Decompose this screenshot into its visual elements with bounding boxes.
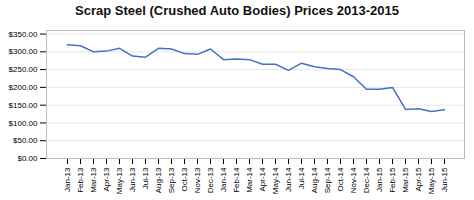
svg-text:May-13: May-13 — [115, 167, 124, 194]
svg-text:Apr-13: Apr-13 — [102, 167, 111, 192]
svg-text:May-15: May-15 — [427, 167, 436, 194]
svg-text:May-14: May-14 — [271, 167, 280, 194]
svg-text:Jun-15: Jun-15 — [440, 167, 449, 192]
svg-text:Mar-15: Mar-15 — [401, 167, 410, 193]
svg-text:Jan-15: Jan-15 — [375, 167, 384, 192]
svg-text:$100.00: $100.00 — [9, 119, 38, 128]
svg-text:Jul-13: Jul-13 — [141, 167, 150, 189]
svg-text:Jun-13: Jun-13 — [128, 167, 137, 192]
svg-text:Jul-14: Jul-14 — [297, 167, 306, 189]
svg-text:$350.00: $350.00 — [9, 30, 38, 39]
svg-text:Feb-14: Feb-14 — [232, 167, 241, 193]
svg-text:Jun-14: Jun-14 — [284, 167, 293, 192]
svg-text:Dec-14: Dec-14 — [362, 167, 371, 193]
svg-text:$50.00: $50.00 — [13, 136, 38, 145]
svg-text:Jan-14: Jan-14 — [219, 167, 228, 192]
svg-text:Oct-13: Oct-13 — [180, 167, 189, 192]
svg-text:Dec-13: Dec-13 — [206, 167, 215, 193]
svg-text:Feb-15: Feb-15 — [388, 167, 397, 193]
svg-text:Apr-14: Apr-14 — [258, 167, 267, 192]
svg-text:$300.00: $300.00 — [9, 47, 38, 56]
svg-text:Jan-13: Jan-13 — [63, 167, 72, 192]
svg-text:$0.00: $0.00 — [17, 154, 38, 163]
html-text:Scrap Steel (Crushed Auto Bodi: Scrap Steel (Crushed Auto Bodies) Prices… — [75, 3, 399, 18]
svg-text:Feb-13: Feb-13 — [76, 167, 85, 193]
svg-text:$200.00: $200.00 — [9, 83, 38, 92]
svg-text:$150.00: $150.00 — [9, 101, 38, 110]
svg-text:Aug-14: Aug-14 — [310, 167, 319, 193]
svg-text:$250.00: $250.00 — [9, 65, 38, 74]
svg-text:Oct-14: Oct-14 — [336, 167, 345, 192]
svg-text:Mar-14: Mar-14 — [245, 167, 254, 193]
svg-text:Nov-14: Nov-14 — [349, 167, 358, 193]
svg-text:Mar-13: Mar-13 — [89, 167, 98, 193]
svg-text:Aug-13: Aug-13 — [154, 167, 163, 193]
svg-text:Sep-13: Sep-13 — [167, 167, 176, 193]
svg-text:Apr-15: Apr-15 — [414, 167, 423, 192]
svg-text:Sep-14: Sep-14 — [323, 167, 332, 193]
svg-text:Nov-13: Nov-13 — [193, 167, 202, 193]
